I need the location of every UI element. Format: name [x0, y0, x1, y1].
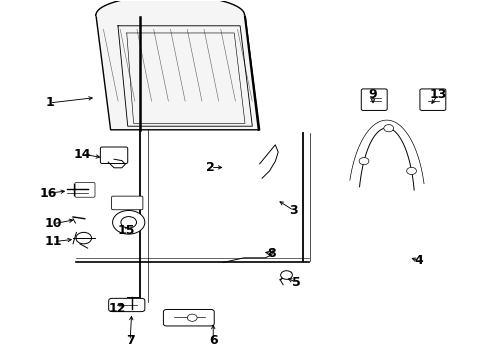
FancyBboxPatch shape — [361, 89, 387, 111]
Circle shape — [384, 125, 393, 132]
Circle shape — [113, 211, 145, 234]
Text: 6: 6 — [209, 334, 218, 347]
Circle shape — [281, 271, 293, 279]
Circle shape — [76, 232, 92, 244]
FancyBboxPatch shape — [112, 196, 143, 210]
FancyBboxPatch shape — [109, 298, 145, 312]
Text: 3: 3 — [290, 204, 298, 217]
FancyBboxPatch shape — [75, 183, 95, 197]
FancyBboxPatch shape — [420, 89, 446, 111]
Polygon shape — [96, 15, 260, 130]
Text: 13: 13 — [429, 88, 447, 101]
Text: 1: 1 — [45, 96, 54, 109]
Text: 15: 15 — [118, 224, 136, 238]
Text: 12: 12 — [108, 302, 126, 315]
Circle shape — [187, 314, 197, 321]
Text: 10: 10 — [45, 217, 62, 230]
Text: 8: 8 — [268, 247, 276, 260]
FancyBboxPatch shape — [163, 310, 214, 326]
Text: 2: 2 — [206, 161, 215, 174]
Circle shape — [359, 158, 369, 165]
Text: 16: 16 — [40, 187, 57, 200]
Circle shape — [407, 167, 416, 175]
Text: 5: 5 — [292, 276, 301, 289]
Text: 11: 11 — [45, 235, 62, 248]
FancyBboxPatch shape — [100, 147, 128, 163]
Text: 4: 4 — [414, 254, 423, 267]
Text: 7: 7 — [126, 334, 135, 347]
Text: 9: 9 — [368, 88, 377, 101]
Circle shape — [121, 217, 137, 228]
Text: 14: 14 — [74, 148, 92, 161]
